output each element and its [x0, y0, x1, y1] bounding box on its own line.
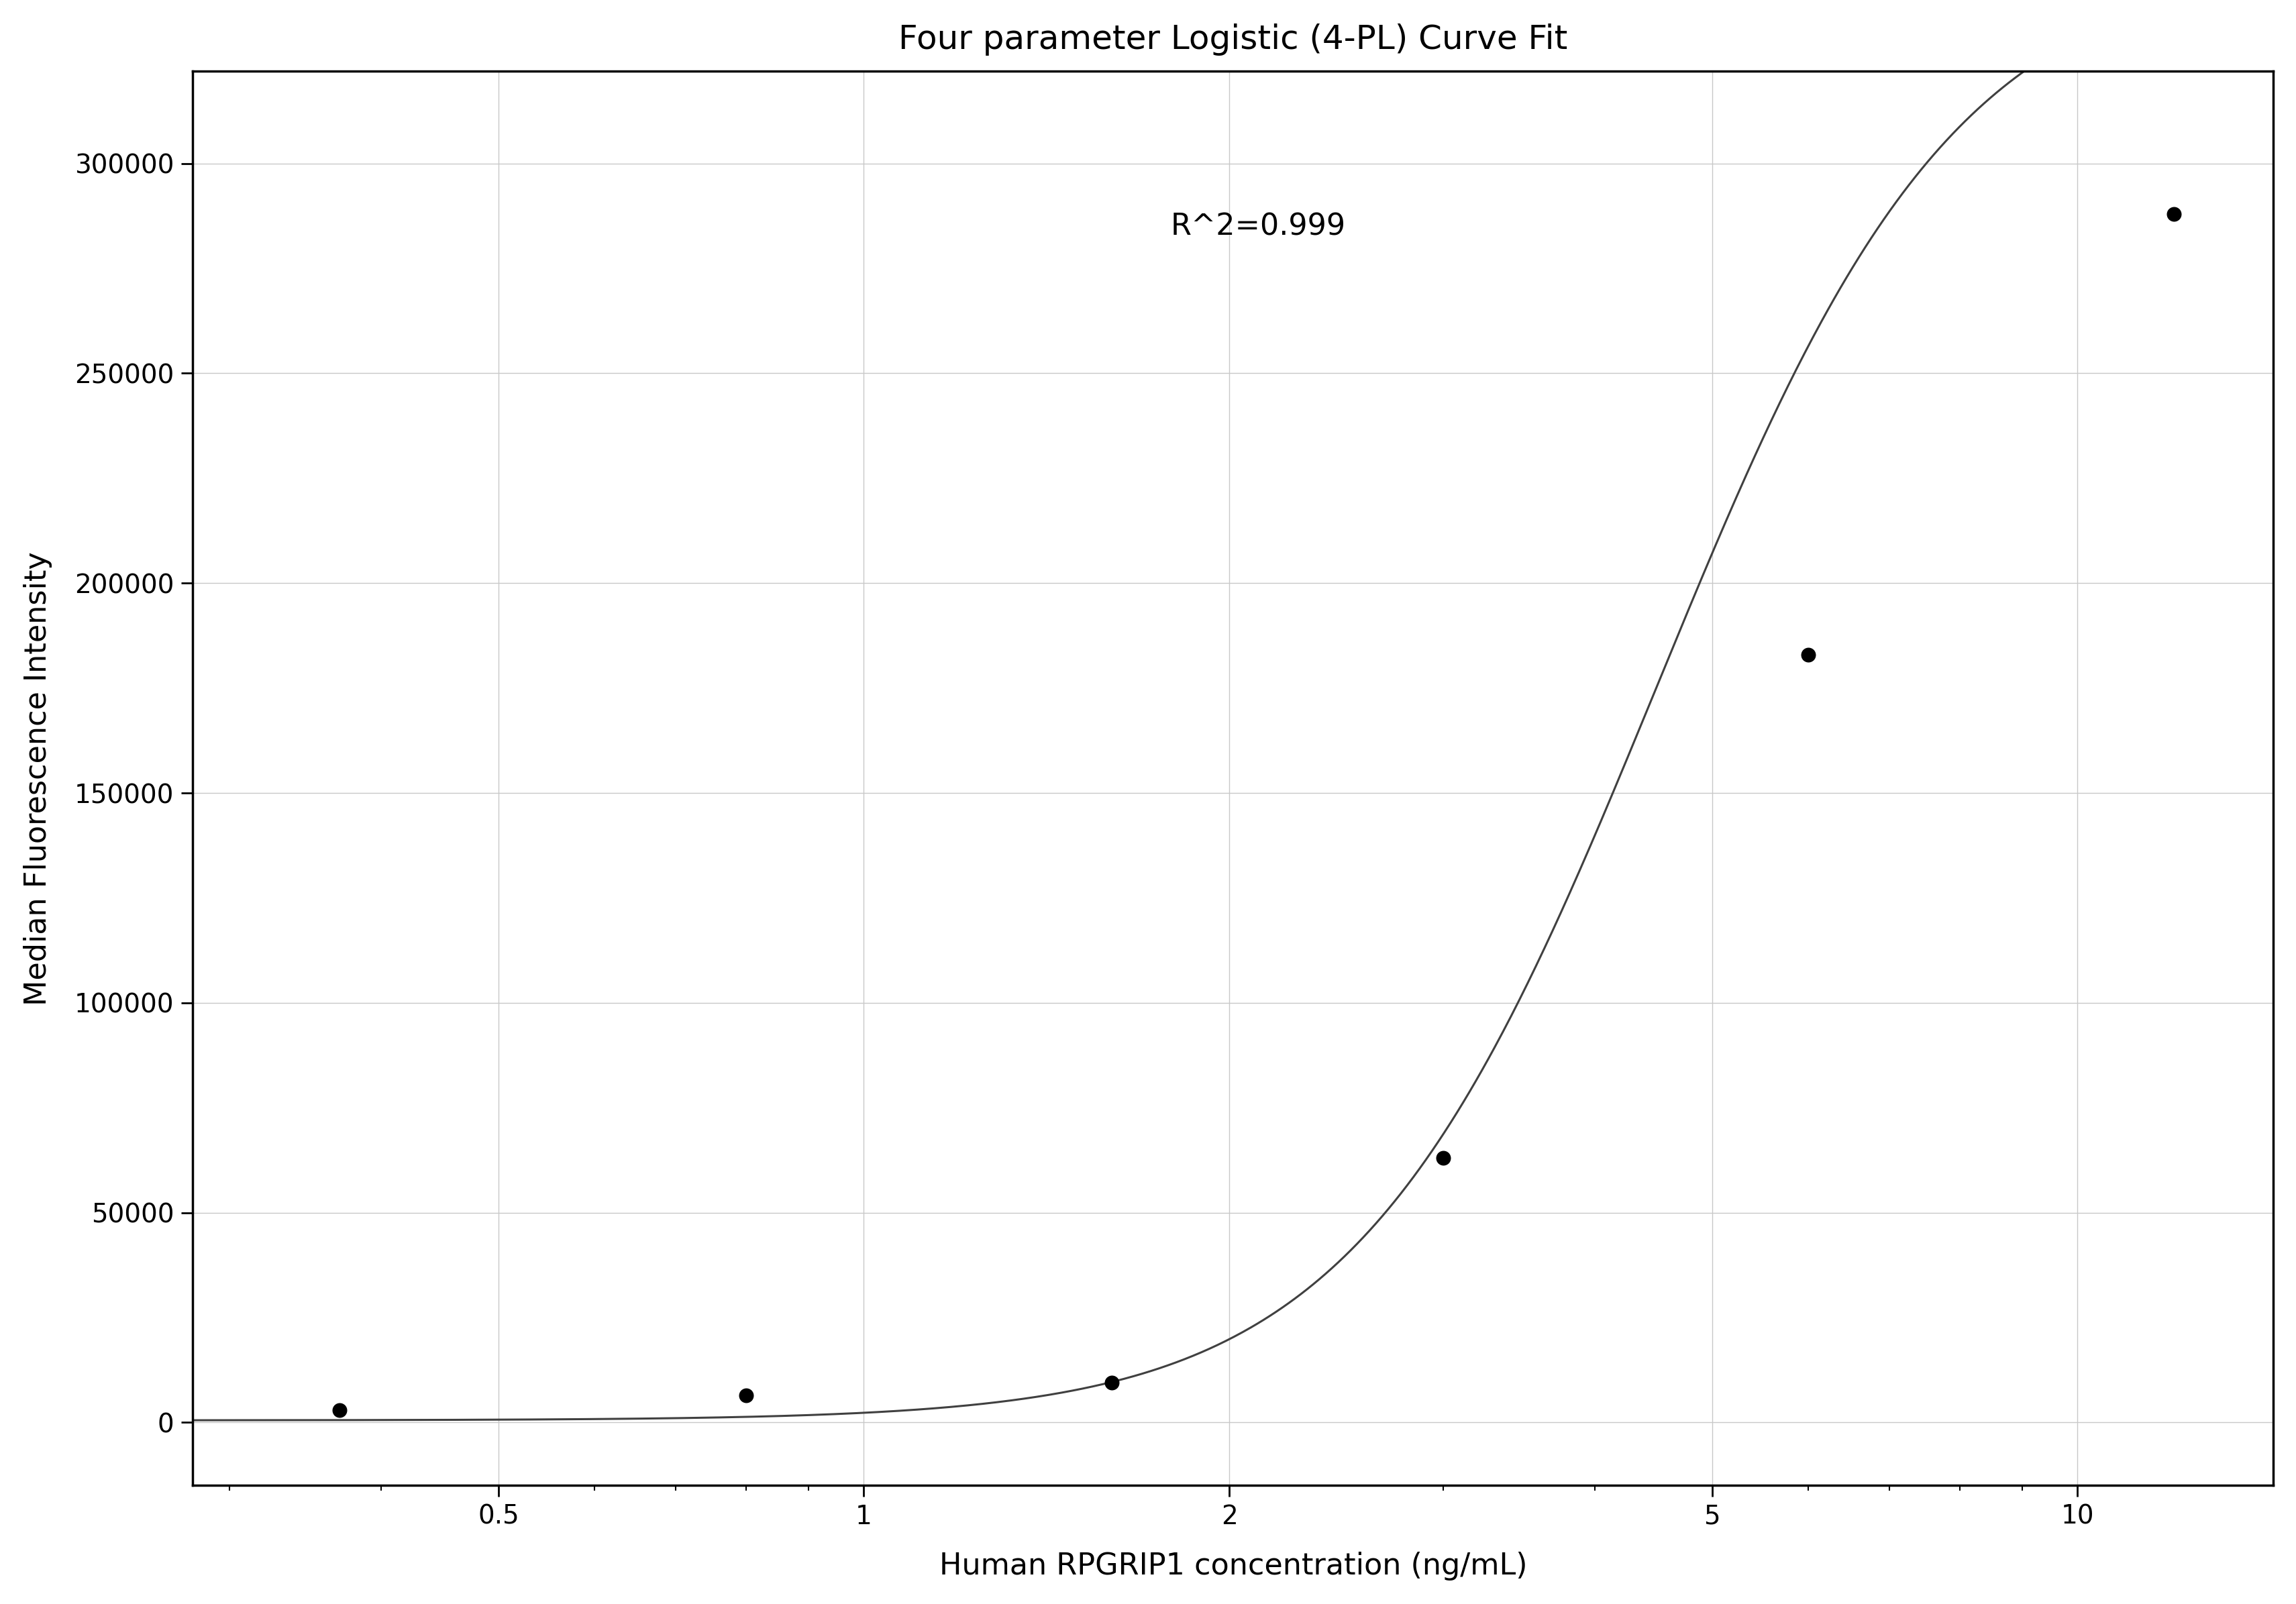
Title: Four parameter Logistic (4-PL) Curve Fit: Four parameter Logistic (4-PL) Curve Fit [898, 24, 1568, 56]
Point [728, 1383, 765, 1408]
Point [1424, 1145, 1460, 1171]
Point [1789, 642, 1825, 667]
X-axis label: Human RPGRIP1 concentration (ng/mL): Human RPGRIP1 concentration (ng/mL) [939, 1551, 1527, 1580]
Text: R^2=0.999: R^2=0.999 [1171, 213, 1345, 242]
Y-axis label: Median Fluorescence Intensity: Median Fluorescence Intensity [23, 552, 53, 1006]
Point [321, 1397, 358, 1423]
Point [1093, 1370, 1130, 1395]
Point [2154, 200, 2190, 226]
